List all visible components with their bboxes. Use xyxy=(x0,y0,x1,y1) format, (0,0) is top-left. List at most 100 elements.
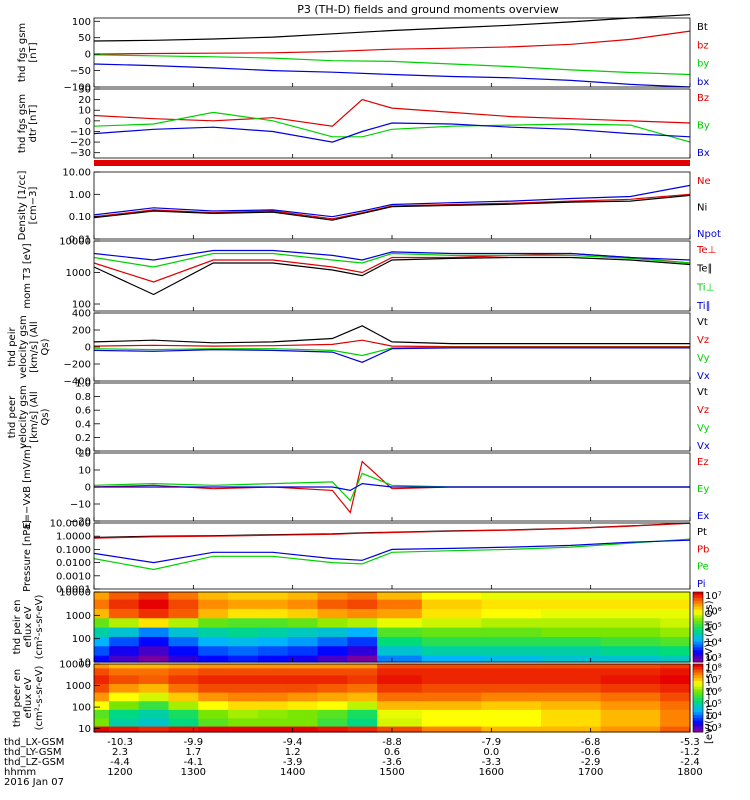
y-tick-label: 400 xyxy=(72,309,91,320)
series-line-Ex xyxy=(94,482,690,492)
colorbar-step xyxy=(693,627,703,631)
colorbar-step xyxy=(693,606,703,610)
colorbar-step xyxy=(693,641,703,645)
colorbar-step xyxy=(693,659,703,663)
heatmap-cell xyxy=(257,617,289,628)
heatmap-cell xyxy=(138,674,170,684)
heatmap-cell xyxy=(541,645,602,656)
heatmap-cell xyxy=(257,700,289,710)
heatmap-cell xyxy=(198,645,229,656)
heatmap-cell xyxy=(287,717,319,727)
heatmap-cell xyxy=(198,717,229,727)
series-line-bz xyxy=(93,30,691,55)
heatmap-cell xyxy=(317,608,348,619)
heatmap-cell xyxy=(481,617,542,628)
legend-label: Bt xyxy=(697,22,708,33)
panel-frame xyxy=(93,17,691,88)
heatmap-cell xyxy=(94,709,110,719)
series-line-By xyxy=(93,111,691,143)
heatmap-cell xyxy=(600,617,661,628)
heatmap-cell xyxy=(377,655,423,663)
heatmap-cell xyxy=(541,655,602,663)
heatmap-cell xyxy=(168,692,199,702)
heatmap-cell xyxy=(600,608,661,619)
heatmap-cell xyxy=(317,717,348,727)
heatmap-cell xyxy=(138,717,170,727)
colorbar-step xyxy=(693,692,703,696)
legend-label: Te⊥ xyxy=(696,245,716,256)
heatmap-cell xyxy=(257,692,289,702)
heatmap-cell xyxy=(138,599,170,609)
y-tick-label: −200 xyxy=(64,360,91,371)
heatmap-cell xyxy=(481,608,542,619)
heatmap-cell xyxy=(138,655,170,663)
heatmap-cell xyxy=(660,674,691,684)
heatmap-cell xyxy=(377,617,423,628)
heatmap-cell xyxy=(660,645,691,656)
heatmap-cell xyxy=(108,674,140,684)
heatmap-cell xyxy=(287,683,319,693)
colorbar-step xyxy=(693,723,703,727)
heatmap-cell xyxy=(168,667,199,676)
y-tick-label: 0.4 xyxy=(75,419,91,430)
panel-2: Ne Ni Npot 10.00 1.00 0.10 0.01 Density [1/cc][… xyxy=(17,168,721,246)
y-tick-label: 100 xyxy=(72,300,91,311)
heatmap-cell xyxy=(377,608,423,619)
heatmap-cell xyxy=(660,608,691,619)
heatmap-cell xyxy=(138,636,170,647)
heatmap-cell xyxy=(660,664,691,669)
heatmap-cell xyxy=(138,645,170,656)
y-tick-label: 0 xyxy=(85,50,91,61)
colorbar-frame xyxy=(692,663,704,733)
heatmap-cell xyxy=(317,700,348,710)
colorbar-step xyxy=(693,683,703,688)
heatmap-cell xyxy=(421,655,482,663)
colorbar-step xyxy=(693,594,703,599)
heatmap-cell xyxy=(138,683,170,693)
colorbar-step xyxy=(693,672,703,676)
colorbar-tick-label: 10⁶ xyxy=(705,687,722,698)
ephem-value: 1500 xyxy=(379,767,404,778)
heatmap-cell xyxy=(287,709,319,719)
colorbar-step xyxy=(693,629,703,634)
series-line-Ni xyxy=(93,194,691,221)
series-line-Pi xyxy=(93,539,691,564)
heatmap-cell xyxy=(168,655,199,663)
heatmap-cell xyxy=(168,683,199,693)
legend-label: Vy xyxy=(697,353,710,364)
heatmap-cell xyxy=(287,645,319,656)
y-tick-label: 1000 xyxy=(66,681,91,692)
heatmap-cell xyxy=(347,700,378,710)
panel-9: 10000 1000 100 10 thd peer eneflux eV(cm²-s-… xyxy=(12,660,691,735)
colorbar-tick-label: 10³ xyxy=(705,723,722,734)
ephem-value: -2.4 xyxy=(680,757,700,768)
heatmap-cell xyxy=(198,608,229,619)
y-tick-label: 10000 xyxy=(59,588,91,599)
series-line-Npot xyxy=(93,184,691,218)
ephem-value: -10.3 xyxy=(107,737,133,748)
heatmap-cell xyxy=(481,599,542,609)
heatmap-cell xyxy=(94,717,110,727)
series-line-Bz xyxy=(93,98,691,127)
y-tick-label: −400 xyxy=(64,377,91,388)
ephem-value: 1.7 xyxy=(185,747,201,758)
heatmap-cell xyxy=(660,700,691,710)
heatmap-cell xyxy=(421,709,482,719)
heatmap-cell xyxy=(541,664,602,669)
heatmap-cell xyxy=(347,664,378,669)
heatmap-cell xyxy=(377,717,423,727)
colorbar-step xyxy=(693,698,703,702)
heatmap-cell xyxy=(94,725,110,733)
heatmap-cell xyxy=(228,700,259,710)
heatmap-cell xyxy=(317,664,348,669)
y-tick-label: −50 xyxy=(70,66,91,77)
heatmap-cell xyxy=(660,655,691,663)
legend-label: Vx xyxy=(697,371,710,382)
ephem-row-label: thd_LZ-GSM xyxy=(4,757,65,768)
heatmap-cell xyxy=(257,667,289,676)
heatmap-cell xyxy=(481,674,542,684)
legend-label: Vz xyxy=(697,335,709,346)
y-tick-label: 0 xyxy=(85,343,91,354)
heatmap-cell xyxy=(198,674,229,684)
colorbar-step xyxy=(693,644,703,648)
